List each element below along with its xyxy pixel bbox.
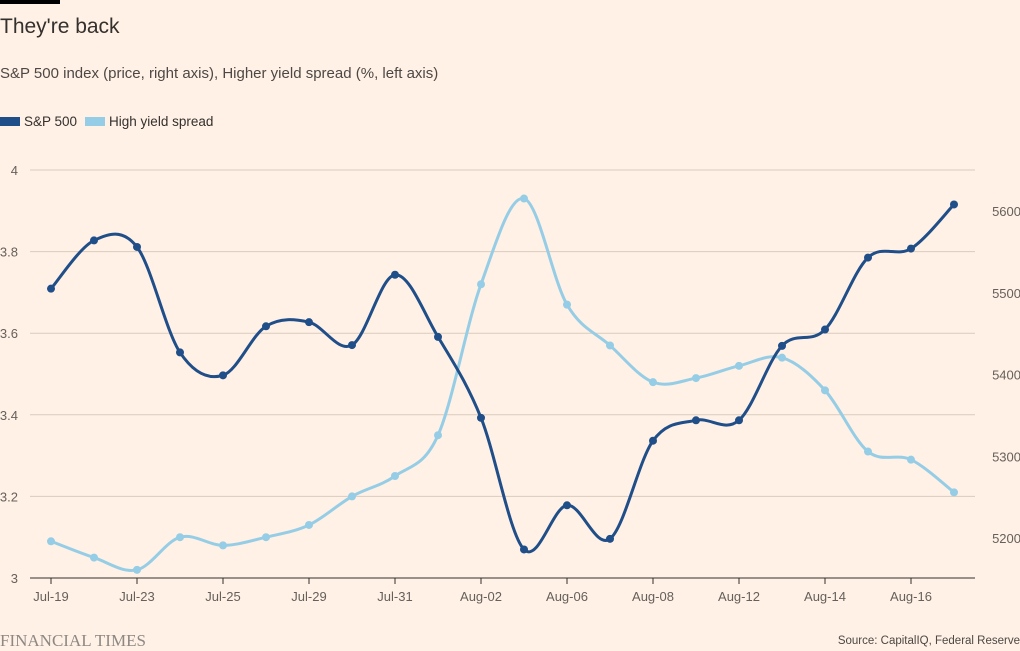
data-point-sp500 [606,534,614,543]
data-point-sp500 [434,332,442,341]
brand-bar [0,0,60,4]
data-point-sp500 [391,270,399,279]
data-point-sp500 [950,200,958,209]
right-axis-tick-label: 5300 [992,449,1020,464]
x-axis-tick-label: Aug-16 [890,589,932,604]
data-point-sp500 [133,242,141,251]
right-axis-tick-label: 5400 [992,368,1020,383]
legend: S&P 500 High yield spread [0,114,221,129]
legend-item-sp500: S&P 500 [0,114,77,129]
legend-item-spread: High yield spread [85,114,213,129]
legend-label-spread: High yield spread [109,114,214,129]
left-axis-tick-label: 4 [11,163,18,178]
series-line-spread [49,197,956,572]
data-point-sp500 [219,371,227,380]
legend-swatch-spread [85,117,106,126]
left-axis-tick-label: 3 [11,571,18,586]
data-point-sp500 [477,413,485,422]
ft-logo: FINANCIAL TIMES [0,631,146,650]
data-point-sp500 [348,341,356,350]
series-line-sp500 [49,202,956,554]
data-point-spread [950,488,958,497]
data-point-sp500 [907,244,915,253]
data-point-spread [606,341,614,350]
left-axis-tick-label: 3.2 [0,489,18,504]
data-point-spread [821,386,829,395]
data-point-spread [563,300,571,309]
data-point-sp500 [778,341,786,350]
legend-swatch-sp500 [0,117,20,126]
x-axis-tick-label: Aug-14 [804,589,846,604]
data-point-spread [477,280,485,289]
legend-label-sp500: S&P 500 [24,114,78,129]
data-point-sp500 [821,325,829,334]
x-axis-tick-label: Jul-23 [119,589,154,604]
x-axis-tick-label: Aug-02 [460,589,502,604]
data-point-spread [262,533,270,542]
data-point-spread [305,520,313,529]
data-point-sp500 [262,322,270,331]
data-point-spread [907,455,915,464]
data-point-sp500 [520,545,528,554]
data-point-sp500 [47,284,55,293]
data-point-sp500 [735,416,743,425]
data-point-spread [692,374,700,383]
chart-subtitle: S&P 500 index (price, right axis), Highe… [0,65,439,82]
data-point-spread [778,353,786,362]
data-point-sp500 [563,501,571,510]
data-point-sp500 [864,253,872,262]
data-point-spread [391,472,399,480]
chart-title: They're back [0,15,120,38]
data-point-sp500 [692,416,700,425]
x-axis-tick-label: Jul-19 [33,589,68,604]
x-axis-tick-label: Aug-12 [718,589,760,604]
right-axis-tick-label: 5600 [992,204,1020,219]
source-note: Source: CapitalIQ, Federal Reserve [837,635,1020,647]
data-point-spread [649,378,657,387]
data-point-sp500 [176,348,184,357]
data-point-spread [219,541,227,550]
x-axis-tick-label: Aug-06 [546,589,588,604]
x-axis-tick-label: Aug-08 [632,589,674,604]
x-axis-tick-label: Jul-29 [291,589,326,604]
data-point-spread [520,194,528,203]
left-axis-tick-label: 3.4 [0,408,18,423]
left-axis-tick-label: 3.6 [0,326,18,341]
data-point-spread [864,447,872,456]
data-point-spread [735,361,743,370]
x-axis-tick-label: Jul-31 [377,589,412,604]
left-axis-tick-label: 3.8 [0,245,18,260]
data-point-spread [176,533,184,542]
data-point-spread [348,492,356,501]
right-axis-tick-label: 5500 [992,286,1020,301]
data-point-spread [90,553,98,562]
data-point-spread [434,431,442,440]
data-point-sp500 [90,236,98,245]
data-point-sp500 [305,318,313,327]
data-point-spread [133,565,141,574]
right-axis-tick-label: 5200 [992,531,1020,546]
data-point-sp500 [649,436,657,445]
data-point-spread [47,537,55,546]
x-axis-tick-label: Jul-25 [205,589,240,604]
